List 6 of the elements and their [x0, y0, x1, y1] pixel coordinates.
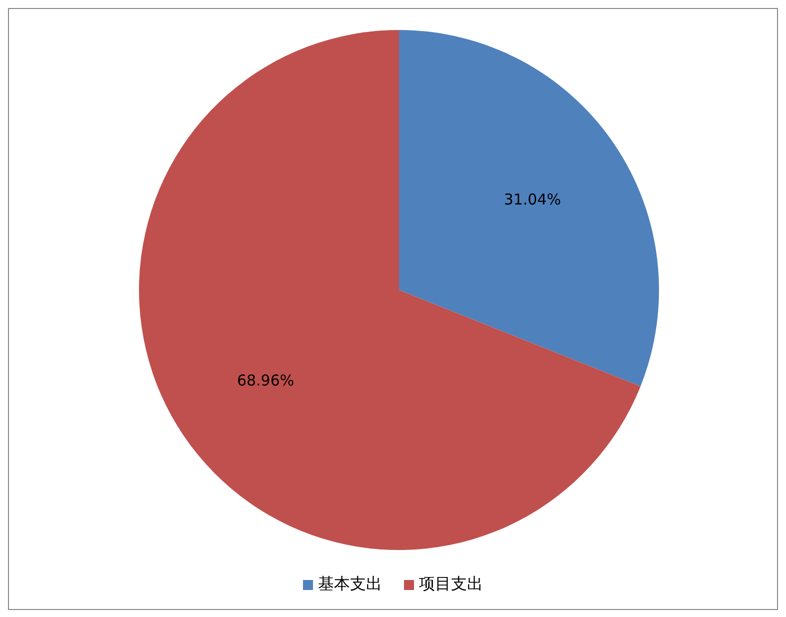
legend-label: 基本支出 [318, 574, 382, 595]
pie-slice [139, 30, 640, 550]
data-label: 68.96% [236, 371, 294, 390]
data-label: 31.04% [504, 190, 562, 209]
legend-label: 项目支出 [419, 574, 483, 595]
pie-slice [399, 30, 659, 386]
